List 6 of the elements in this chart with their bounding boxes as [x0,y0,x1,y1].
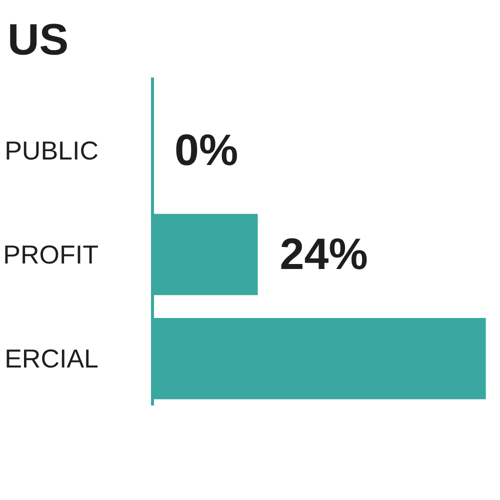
y-tick-label: PROFIT [3,240,99,270]
y-tick-label: ERCIAL [4,344,98,374]
y-tick-label: PUBLIC [4,135,98,166]
chart-title: US [8,16,69,64]
data-label: 0% [174,126,238,175]
data-label: 24% [280,230,368,280]
